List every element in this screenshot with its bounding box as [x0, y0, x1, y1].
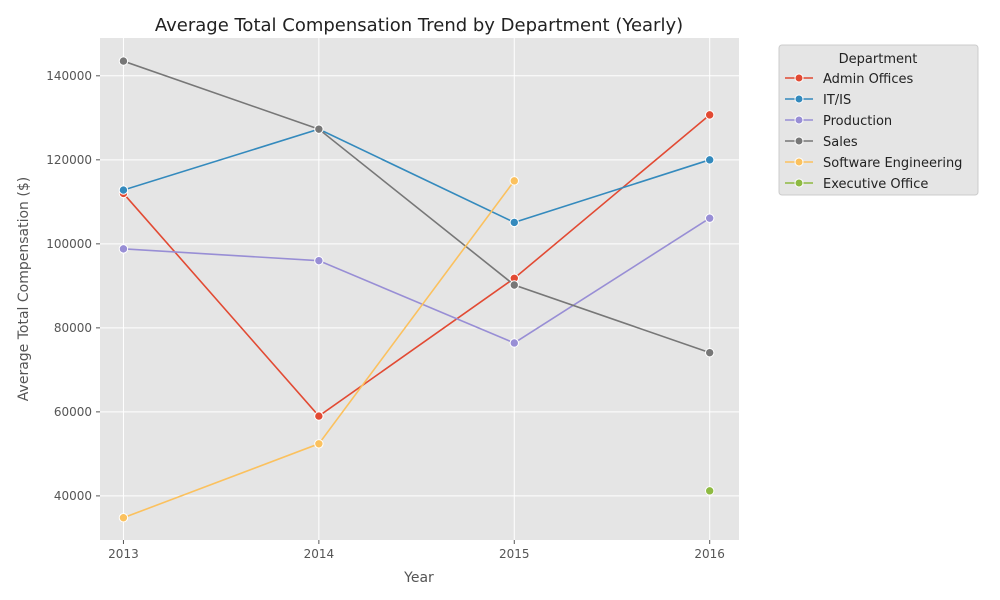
data-point	[118, 513, 129, 523]
legend-item: Admin Offices	[785, 72, 914, 87]
data-point	[118, 185, 129, 195]
data-point	[704, 486, 715, 496]
x-tick-label: 2016	[694, 547, 725, 561]
data-point	[314, 124, 324, 134]
y-tick-label: 40000	[54, 489, 92, 503]
legend-marker	[794, 115, 804, 125]
data-point	[314, 439, 324, 449]
series-line	[123, 128, 710, 224]
y-tick-label: 100000	[46, 237, 92, 251]
legend-label: Executive Office	[823, 177, 928, 192]
legend-title: Department	[839, 52, 918, 67]
y-axis: 40000 60000 80000 100000 120000 140000	[46, 69, 100, 503]
y-tick-label: 60000	[54, 405, 92, 419]
legend-item: IT/IS	[785, 93, 851, 108]
data-point	[704, 213, 715, 223]
legend-marker	[794, 94, 804, 104]
data-point	[509, 217, 519, 228]
data-point	[509, 338, 519, 348]
legend: Department Admin Offices IT/IS Production S…	[778, 44, 979, 196]
legend-marker	[794, 136, 804, 146]
x-tick-label: 2013	[108, 547, 139, 561]
legend-item: Executive Office	[785, 177, 928, 192]
legend-label: Sales	[823, 135, 858, 150]
legend-item: Software Engineering	[785, 156, 962, 171]
data-point	[314, 255, 324, 266]
data-point	[509, 176, 519, 186]
legend-label: Software Engineering	[823, 156, 962, 171]
legend-label: Admin Offices	[823, 72, 914, 87]
legend-label: IT/IS	[823, 93, 851, 108]
series-layer	[118, 56, 715, 523]
data-point	[704, 110, 715, 120]
x-axis-label: Year	[403, 570, 434, 586]
y-axis-label: Average Total Compensation ($)	[16, 177, 32, 401]
series	[118, 213, 715, 348]
series	[118, 176, 519, 523]
x-tick-label: 2015	[499, 547, 530, 561]
data-point	[118, 244, 129, 254]
y-tick-label: 120000	[46, 153, 92, 167]
legend-label: Production	[823, 114, 892, 129]
legend-box	[778, 44, 979, 196]
chart-title: Average Total Compensation Trend by Depa…	[155, 15, 683, 36]
y-tick-label: 80000	[54, 321, 92, 335]
data-point	[509, 280, 519, 290]
x-axis: 2013 2014 2015 2016	[108, 540, 725, 561]
plot-background	[100, 38, 739, 540]
legend-marker	[794, 73, 804, 83]
data-point	[704, 347, 715, 358]
legend-marker	[794, 178, 804, 188]
series-line	[122, 114, 711, 418]
series-line	[123, 60, 710, 354]
data-point	[704, 155, 715, 165]
series-line	[123, 217, 711, 344]
data-point	[314, 411, 324, 421]
legend-item: Sales	[785, 135, 858, 150]
legend-items: Admin Offices IT/IS Production Sales Softwar…	[785, 72, 962, 192]
series	[704, 486, 715, 496]
legend-item: Production	[785, 114, 892, 129]
y-tick-label: 140000	[46, 69, 92, 83]
x-tick-label: 2014	[304, 547, 335, 561]
grid	[100, 38, 739, 540]
series	[118, 56, 715, 358]
legend-marker	[794, 157, 804, 167]
data-point	[118, 56, 129, 66]
